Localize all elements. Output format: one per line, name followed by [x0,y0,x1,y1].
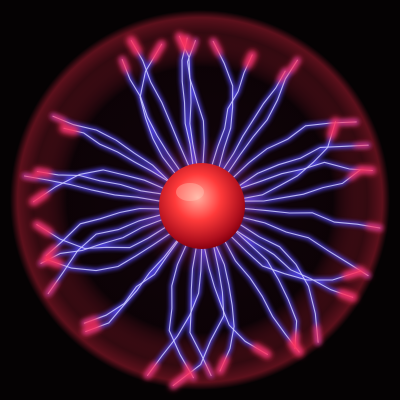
filament-tip [342,266,366,281]
filament-tip [169,371,191,390]
filament-tip [337,288,358,303]
filament-tip [326,117,341,140]
filament-tip [118,56,130,73]
filament-tip [21,173,39,181]
filament-tip [277,67,289,83]
filament-tip [149,39,167,63]
filament-tip [174,31,189,52]
filament-tip [32,220,54,237]
filament-tip [365,222,383,232]
filament-tip [340,118,360,126]
filament-tip [203,362,214,378]
filament-tip [347,166,364,181]
filament-tips-layer [21,31,383,390]
filament-tip [313,324,322,346]
filament-tip [209,37,223,57]
filament-tip [188,37,199,54]
electrode-highlight [176,183,204,201]
filament-tip [143,361,159,380]
filament-tip [42,244,59,260]
filament-tip [38,255,54,267]
filament-tip [243,50,258,69]
filament-tip [28,189,50,207]
filament-tip [215,355,230,376]
central-electrode [159,163,245,249]
filament-tip [126,35,143,56]
filament-tip [353,142,371,149]
filament-tip [59,123,79,136]
filament-tip [251,343,272,360]
filament-tip [287,56,302,74]
filament-tip [50,113,67,124]
filament-tip [33,167,53,178]
filament-tip [183,362,197,382]
filament-tip [81,323,102,336]
filament-tip [45,280,59,297]
filament-tip [81,315,99,327]
filament-tip [287,338,304,357]
